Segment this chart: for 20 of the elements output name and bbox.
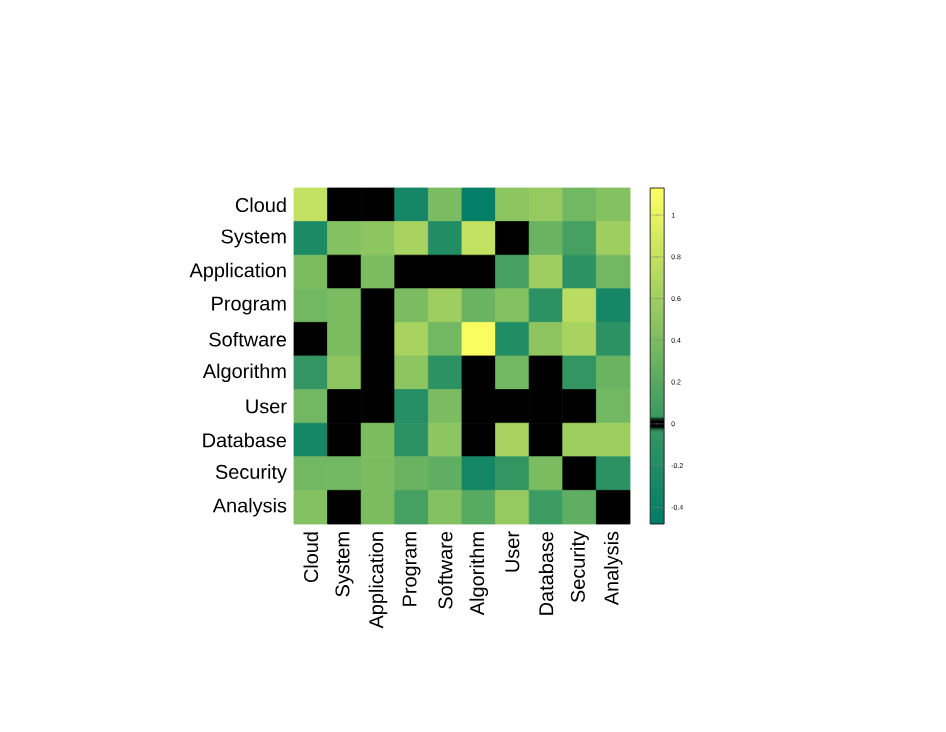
x-tick-label: Software: [437, 531, 453, 609]
x-tick-label: Security: [570, 531, 589, 603]
y-tick-label: Application: [189, 262, 286, 282]
x-tick-label: Database: [538, 531, 554, 615]
x-tick-label: Application: [368, 532, 388, 629]
x-tick-label: Program: [402, 532, 421, 606]
y-tick-label: Algorithm: [202, 363, 286, 383]
y-tick-label: Cloud: [235, 197, 286, 213]
y-tick-label: Software: [209, 331, 287, 347]
x-tick-label: System: [335, 532, 354, 597]
y-tick-label: User: [246, 399, 287, 414]
y-tick-label: System: [221, 229, 286, 248]
x-tick-label: Algorithm: [469, 532, 489, 616]
y-tick-label: Database: [203, 432, 287, 448]
x-tick-label: Analysis: [603, 531, 623, 606]
x-tick-label: User: [505, 531, 520, 572]
y-tick-label: Program: [212, 296, 286, 315]
y-tick-label: Analysis: [212, 497, 287, 517]
y-tick-label: Security: [215, 464, 287, 483]
x-tick-label: Cloud: [303, 532, 319, 583]
